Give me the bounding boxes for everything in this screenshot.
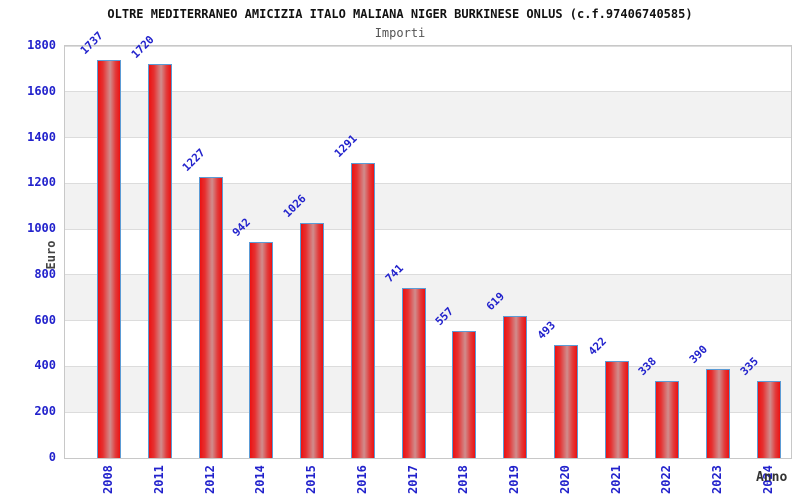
y-tick-label: 1600	[27, 83, 56, 98]
x-tick-label: 2016	[354, 465, 369, 494]
background-band	[65, 274, 791, 321]
bar-2024	[757, 381, 781, 458]
x-axis: 2008 2011 2012 2014 2015 2016 2017 2018 2019 2020…	[64, 457, 790, 500]
x-tick-label: 2022	[659, 465, 674, 494]
background-band	[65, 91, 791, 138]
bar-2012	[198, 177, 223, 458]
y-tick-label: 600	[34, 312, 56, 327]
background-band	[65, 321, 791, 367]
x-tick-label: 2019	[507, 465, 522, 494]
x-tick-label: 2012	[202, 465, 217, 494]
bar-2011	[147, 64, 172, 458]
bar-2020	[553, 345, 578, 458]
x-tick-label: 2014	[253, 465, 268, 494]
gridline	[65, 320, 791, 322]
y-axis: 0 200 400 600 800 1000 1200 1400 1600 1800	[0, 38, 56, 464]
y-axis-title: Euro	[44, 240, 58, 270]
y-tick-label: 0	[48, 450, 56, 464]
gridline	[65, 228, 791, 230]
x-tick-label: 2017	[405, 465, 420, 494]
x-tick-label: 2008	[101, 465, 115, 494]
background-band	[65, 138, 791, 184]
chart-title: OLTRE MEDITERRANEO AMICIZIA ITALO MALIAN…	[107, 7, 693, 21]
bar-2014	[249, 242, 274, 458]
y-tick-label: 1000	[27, 221, 56, 236]
x-tick-label: 2023	[710, 465, 725, 494]
bar-2018	[452, 330, 477, 458]
y-tick-label: 400	[34, 358, 56, 373]
x-tick-label: 2015	[304, 465, 319, 494]
background-band	[65, 229, 791, 275]
gridline	[65, 182, 791, 184]
x-tick-label: 2021	[608, 465, 623, 494]
bar-2019	[503, 316, 528, 458]
gridline	[65, 91, 791, 93]
y-tick-label: 1400	[27, 129, 56, 144]
bar-2023	[706, 368, 731, 458]
background-band	[65, 366, 791, 413]
bar-2022	[655, 380, 680, 458]
y-tick-label: 1200	[27, 175, 56, 190]
x-tick-label: 2018	[456, 465, 471, 494]
background-band	[65, 46, 791, 92]
background-band	[65, 183, 791, 230]
bar-2015	[300, 223, 325, 458]
bar-2017	[401, 288, 426, 458]
y-tick-label: 200	[34, 404, 56, 419]
bar-2008	[97, 60, 121, 458]
bar-2016	[350, 162, 375, 458]
x-tick-label: 2011	[151, 465, 166, 494]
gridline	[65, 137, 791, 139]
background-band	[65, 412, 791, 458]
x-axis-title: Anno	[756, 470, 788, 485]
gridline	[65, 45, 791, 47]
y-tick-label: 1800	[27, 38, 56, 52]
x-tick-label: 2020	[557, 465, 572, 494]
bar-2021	[604, 361, 629, 458]
gridline	[65, 274, 791, 276]
gridline	[65, 365, 791, 367]
chart-subtitle: Importi	[374, 26, 426, 40]
plot-area: 1737 1720 1227 942 1026 1291 741 557 619 493 422 33…	[64, 29, 792, 459]
gridline	[65, 411, 791, 413]
y-tick-label: 800	[34, 266, 56, 281]
